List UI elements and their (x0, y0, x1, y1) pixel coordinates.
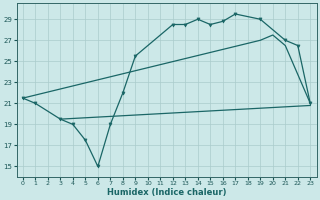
X-axis label: Humidex (Indice chaleur): Humidex (Indice chaleur) (107, 188, 226, 197)
